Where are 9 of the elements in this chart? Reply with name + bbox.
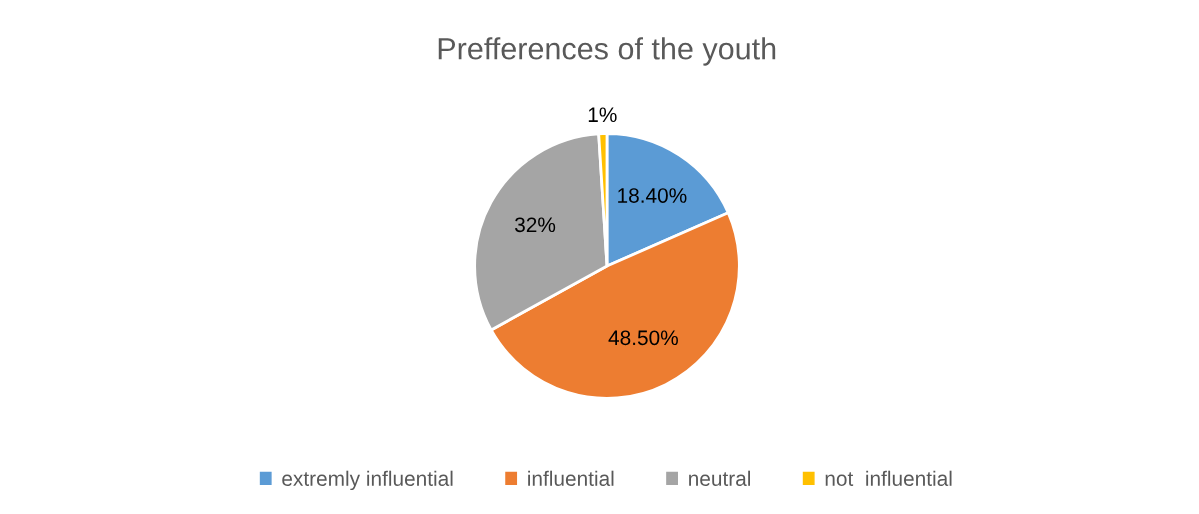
chart-title: Prefferences of the youth [438, 37, 776, 66]
data-label: 32% [515, 217, 556, 233]
legend-label: neutral [689, 470, 751, 486]
data-label: 1% [588, 107, 617, 123]
data-label: 48.50% [608, 330, 678, 346]
legend-label: influential [528, 470, 614, 486]
legend-label: not influential [825, 470, 952, 486]
data-label: 18.40% [618, 188, 687, 203]
legend-label: extremly influential [282, 470, 453, 491]
